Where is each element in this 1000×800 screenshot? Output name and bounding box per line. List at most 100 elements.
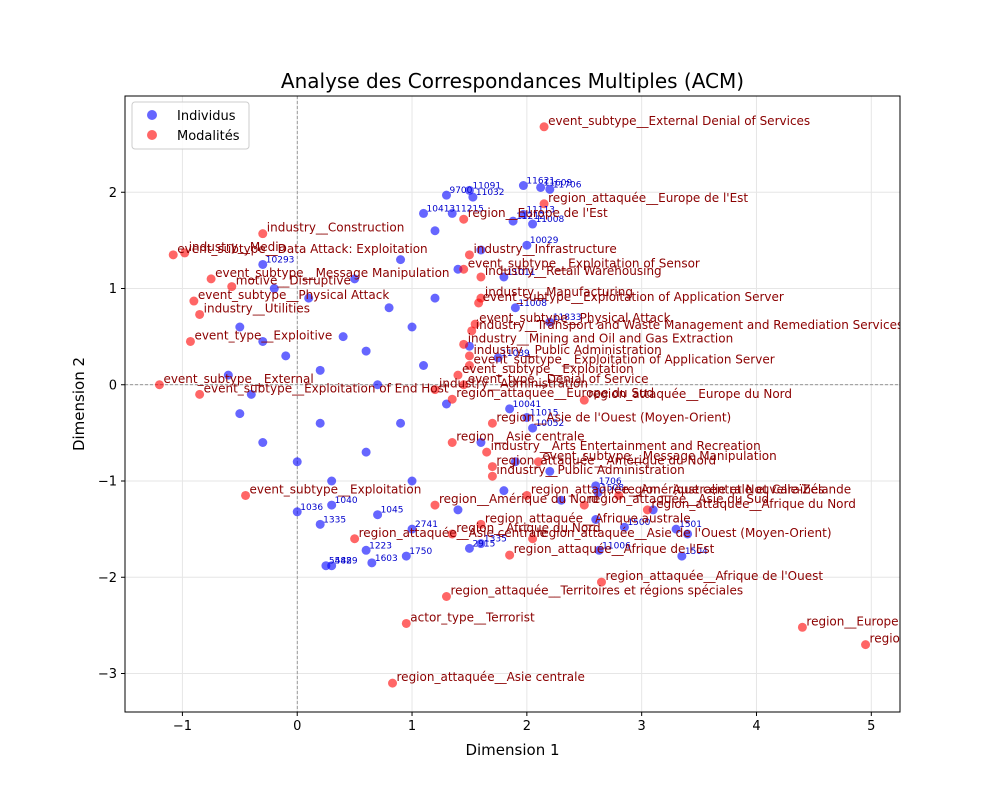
individu-point [338,332,348,342]
legend: Individus Modalités [131,101,250,150]
individu-point [476,245,486,255]
x-axis-label: Dimension 1 [465,741,559,759]
individu-point [419,361,429,370]
modalite-point [459,264,469,274]
modalite-label: event_type__Exploitive [194,328,332,342]
modalite-label: region_attaquée__Afrique de l'Ouest [605,569,823,583]
y-tick-label: 2 [109,186,117,201]
individu-point [499,486,509,496]
individu-label: 1504 [685,547,708,557]
individu-point [315,365,325,375]
modalite-point [487,462,497,472]
individu-label: 1501 [679,520,702,530]
individu-label: 1045 [381,506,404,516]
individu-point [235,322,245,332]
individu-point [361,447,371,457]
y-tick-label: −3 [98,667,117,682]
modalite-label: region__Amérique du Nord [439,492,599,506]
individu-label: 11621 [526,177,555,187]
modalite-point [227,282,237,292]
individu-point [384,303,394,313]
individu-label: 11008 [518,299,547,309]
modalite-point [614,490,624,500]
individu-label: 11091 [472,181,501,191]
individu-point [223,370,233,380]
modalite-point [487,418,497,428]
modalite-point [579,395,589,405]
legend-marker-individus [147,110,157,120]
y-axis-label: Dimension 2 [70,357,88,451]
modalite-label: region_attaquée__Europe de l'Est [548,191,748,205]
modalite-label: event_subtype__External Denial of Servic… [548,114,810,128]
individu-point [677,551,687,561]
individu-point [315,519,325,529]
individu-label: 1040 [335,496,358,506]
individu-point [468,192,478,202]
individu-point [407,322,417,332]
y-tick-label: 0 [109,378,117,393]
modalite-label: region_attaquée__Asie de l'Ouest (Moyen-… [537,526,832,540]
individu-label: 11706 [553,180,582,190]
modalite-point [642,505,652,515]
y-tick-label: −2 [98,571,117,586]
modalite-point [579,500,589,510]
modalite-point [464,351,474,361]
modalite-point [797,622,807,632]
modalite-label: region__Asie de l'Ouest (Moyen-Orient) [496,410,731,424]
modalite-label: region__Afrique du Nord [456,521,600,535]
individu-point [407,524,417,534]
individu-point [508,216,518,226]
modalite-label: region_attaquée__Asie centrale [397,670,585,684]
modalite-label: region__Europe de l'Est [468,206,608,220]
individu-label: 1223 [369,541,392,551]
individu-label: 1036 [300,503,323,513]
individu-label: 10041 [513,400,542,410]
modalite-label: industry__Public Administration [473,343,661,357]
individu-point [327,561,337,571]
modalite-label: industry__Public Administration [496,463,684,477]
modalite-point [185,336,195,346]
modalite-label: event_subtype__Exploitation of Sensor [468,256,700,270]
individu-point [269,284,279,293]
individu-point [430,293,440,303]
individu-point [361,346,371,356]
modalite-label: event_type__Denial of Service [468,372,649,386]
modalite-label: industry__Utilities [204,301,310,315]
individu-label: 11032 [476,188,505,198]
modalite-point [459,339,469,349]
individu-label: 11113 [526,205,555,215]
modalite-label: industry__Manufacturing [485,285,633,299]
individu-point [619,522,629,532]
modalite-label: region_attaquée__Amérique du Nord [496,454,716,468]
x-tick-label: 2 [523,719,531,734]
modalite-point [474,298,484,308]
individu-label: 5489 [335,557,358,567]
individu-label: 2741 [415,520,438,530]
modalite-point [447,394,457,404]
modalite-point [430,385,440,395]
individu-label: 10052 [536,419,565,429]
individu-label: 1335 [484,535,507,545]
modalite-label: industry__Retail Warehousing [485,264,662,278]
individu-point [350,274,360,284]
individu-label: 10029 [530,236,559,246]
x-tick-label: 4 [752,719,760,734]
modalite-label: industry__Mining and Oil and Gas Extract… [468,331,734,345]
individu-point [292,457,302,467]
individu-point [476,438,486,447]
x-tick-label: 5 [867,719,875,734]
modalite-label: industry__Arts Entertainment and Recreat… [491,439,761,453]
individu-point [373,510,383,520]
modalite-label: event_subtype__Message Manipulation [542,449,776,463]
modalite-label: event_subtype__Physical Attack [198,288,389,302]
y-tick-label: 1 [109,282,117,297]
x-tick-label: 0 [293,719,301,734]
individu-point [315,418,325,428]
individu-point [327,476,337,486]
modalite-point [154,380,164,390]
modalite-point [476,519,486,529]
legend-marker-modalites [147,130,157,140]
individu-point [594,545,604,555]
individu-label: 11015 [530,408,559,418]
individu-point [464,185,474,195]
